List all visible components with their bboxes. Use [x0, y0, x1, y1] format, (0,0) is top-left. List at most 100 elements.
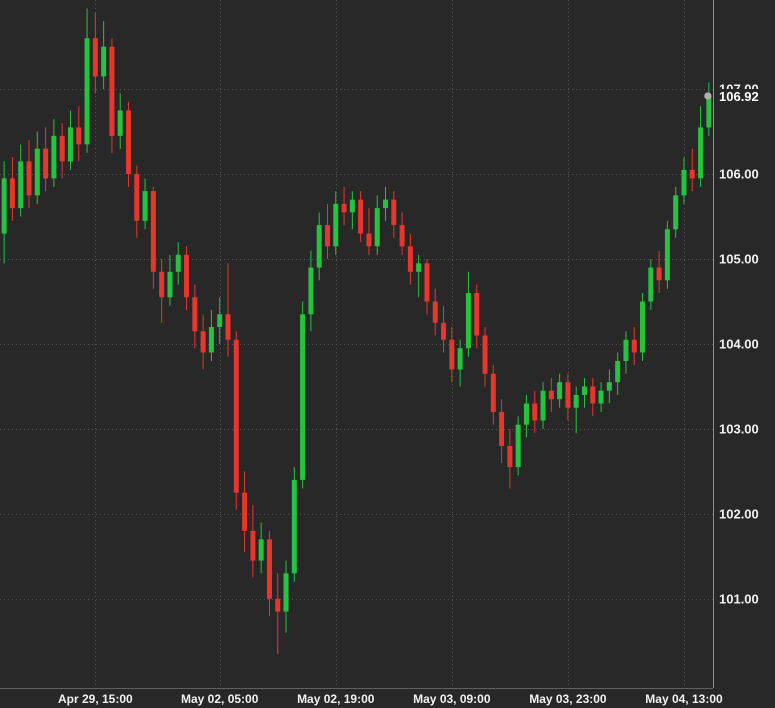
candle-body: [192, 297, 198, 332]
x-axis-label: May 03, 09:00: [413, 692, 491, 706]
candle-body: [51, 135, 57, 179]
candle-body: [432, 301, 438, 323]
candle-body: [242, 492, 248, 531]
candle-body: [109, 46, 115, 136]
candle-body: [126, 110, 132, 175]
candle-body: [523, 403, 529, 425]
candle-body: [117, 110, 123, 136]
last-price-label-bg: [714, 88, 774, 104]
candle: [126, 101, 132, 187]
candle-body: [548, 390, 554, 400]
candle-body: [283, 573, 289, 612]
candle: [43, 127, 49, 192]
candle: [565, 373, 571, 421]
candle: [300, 301, 306, 489]
candle: [291, 467, 297, 582]
candle: [358, 191, 364, 243]
candle-body: [499, 411, 505, 446]
y-axis-label: 102.00: [719, 506, 759, 521]
candle: [208, 310, 214, 361]
candle: [9, 157, 15, 221]
x-axis-label: Apr 29, 15:00: [58, 692, 133, 706]
candle-body: [134, 174, 140, 221]
candle: [540, 382, 546, 429]
candle-body: [507, 445, 513, 468]
candle: [573, 386, 579, 434]
candle: [217, 297, 223, 344]
candle: [18, 144, 24, 217]
candle-body: [358, 199, 364, 234]
candle-body: [673, 195, 679, 230]
candle-body: [34, 148, 40, 196]
candle-body: [441, 322, 447, 340]
candle: [631, 327, 637, 366]
candle: [142, 178, 148, 230]
candle-body: [142, 191, 148, 221]
candle: [159, 259, 165, 323]
candle-body: [349, 199, 355, 213]
candle: [615, 352, 621, 395]
y-axis-label: 105.00: [719, 252, 759, 267]
candle-body: [598, 390, 604, 404]
candle: [391, 191, 397, 238]
candle-body: [681, 169, 687, 196]
candle: [233, 331, 239, 510]
candle: [482, 327, 488, 387]
x-axis-label: May 02, 19:00: [297, 692, 375, 706]
candle: [424, 259, 430, 315]
candle-body: [689, 169, 695, 179]
candle: [465, 271, 471, 357]
candle-body: [217, 314, 223, 328]
candle-body: [200, 331, 206, 353]
candle: [689, 148, 695, 192]
candle-body: [275, 598, 281, 612]
candle: [316, 212, 322, 281]
y-axis-label: 101.00: [719, 591, 759, 606]
candle-body: [631, 339, 637, 353]
candle-body: [449, 339, 455, 370]
candle-body: [291, 479, 297, 574]
candle-body: [615, 360, 621, 383]
candle: [399, 212, 405, 255]
candle-body: [581, 386, 587, 395]
candle: [167, 254, 173, 306]
candle: [266, 530, 272, 616]
candle: [67, 110, 73, 170]
x-axis-label: May 04, 13:00: [645, 692, 723, 706]
candle-body: [59, 135, 65, 162]
candle-body: [391, 199, 397, 226]
candle: [490, 365, 496, 425]
candle: [283, 560, 289, 633]
candle: [457, 339, 463, 387]
candle: [341, 186, 347, 226]
candle-body: [540, 390, 546, 421]
candle: [26, 140, 32, 209]
candle: [523, 394, 529, 438]
candle-body: [9, 178, 15, 209]
candle: [515, 416, 521, 476]
candle-body: [532, 403, 538, 421]
candle-body: [266, 539, 272, 599]
candle-body: [18, 161, 24, 209]
candle-body: [640, 301, 646, 353]
candle: [441, 305, 447, 353]
candle-body: [573, 394, 579, 408]
candle: [532, 390, 538, 434]
candle-body: [76, 127, 82, 145]
candle: [706, 82, 712, 136]
candle-body: [706, 95, 712, 128]
candle: [59, 123, 65, 179]
candle: [664, 220, 670, 289]
x-axis-label: May 03, 23:00: [529, 692, 607, 706]
candle: [84, 8, 90, 153]
candle-body: [383, 199, 389, 209]
candle-body: [250, 530, 256, 561]
candle-body: [374, 208, 380, 247]
candle-body: [366, 233, 372, 247]
candle: [416, 254, 422, 298]
candle: [374, 195, 380, 255]
candle-body: [84, 38, 90, 145]
price-gridlines: [0, 89, 713, 600]
